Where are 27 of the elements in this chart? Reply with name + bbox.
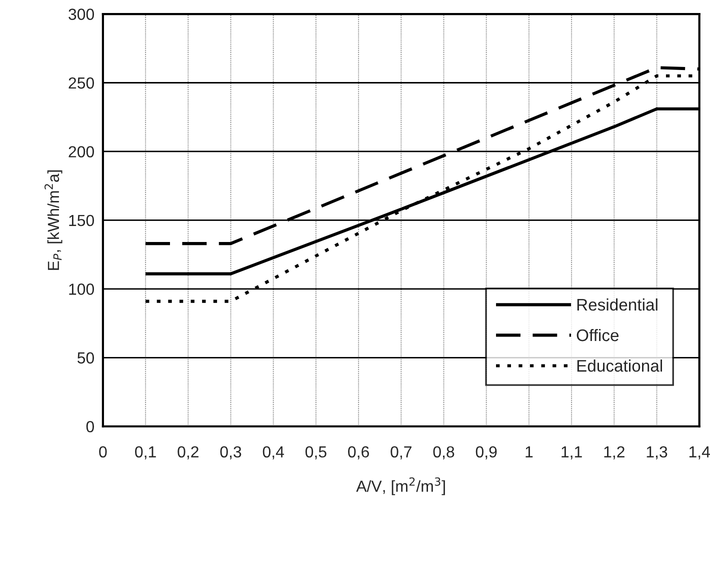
- x-tick-label: 0: [99, 446, 107, 458]
- legend-label: Residential: [577, 298, 658, 311]
- legend-label: Educational: [577, 360, 662, 372]
- y-tick-label: 250: [68, 77, 94, 89]
- x-tick-label: 0,7: [390, 446, 412, 460]
- x-tick-label: 0,9: [476, 446, 497, 460]
- x-tick-label: 0,8: [433, 446, 454, 460]
- x-tick-label: 1,4: [689, 446, 710, 460]
- x-tick-label: 1,1: [562, 446, 582, 460]
- y-tick-label: 200: [68, 146, 94, 158]
- x-axis-title: A/V, [m$^{2}$/m$^{3}$]: [356, 477, 445, 496]
- y-tick-label: 0: [86, 420, 94, 432]
- x-tick-label: 1: [526, 446, 533, 458]
- x-tick-label: 0,4: [262, 446, 284, 460]
- x-tick-label: 0,5: [305, 446, 326, 460]
- x-tick-label: 1,3: [646, 446, 668, 460]
- x-tick-label: 0,2: [178, 446, 198, 460]
- y-tick-label: 150: [69, 214, 94, 226]
- x-tick-label: 0,1: [135, 446, 156, 460]
- y-tick-label: 300: [68, 8, 94, 20]
- y-tick-label: 50: [77, 352, 94, 364]
- x-tick-label: 1,2: [604, 446, 624, 460]
- x-tick-label: 0,6: [348, 446, 369, 460]
- legend-label: Office: [576, 328, 619, 342]
- y-axis-title: E$_{P}$, [kWh/m$^{2}$a]: [44, 170, 62, 270]
- y-tick-label: 100: [69, 284, 94, 295]
- x-tick-label: 0,3: [220, 446, 242, 460]
